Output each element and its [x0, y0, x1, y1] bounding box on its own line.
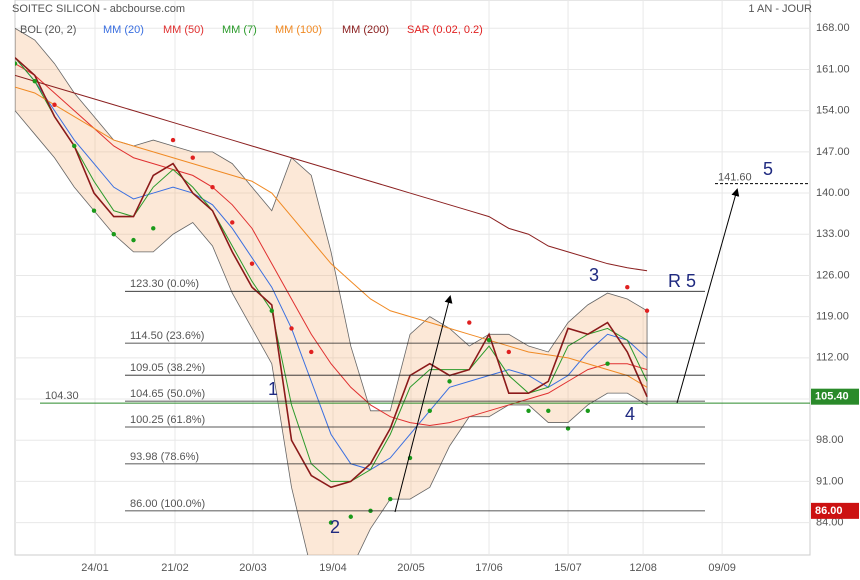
y-tick-label: 98.00	[816, 434, 844, 446]
sar-dot	[170, 137, 176, 143]
y-tick-label: 140.00	[816, 187, 850, 199]
sar-dot	[72, 143, 77, 149]
sar-dot	[605, 361, 610, 366]
sar-dot	[52, 102, 57, 107]
sar-dot	[15, 61, 18, 66]
y-tick-label: 168.00	[816, 22, 850, 34]
legend-entry: MM (20)	[103, 24, 144, 36]
last-price-label: 105.40	[815, 391, 849, 403]
legend-entry: SAR (0.02, 0.2)	[407, 24, 483, 36]
sar-dot	[447, 379, 452, 384]
x-tick-label: 21/02	[161, 562, 189, 574]
x-tick-label: 20/05	[397, 562, 425, 574]
sar-dot	[131, 237, 136, 243]
price-line	[15, 57, 648, 489]
y-tick-label: 112.00	[816, 352, 849, 364]
moving-average	[15, 74, 648, 272]
low-price-box	[811, 502, 859, 519]
y-tick-label: 161.00	[816, 63, 850, 75]
sar-dot	[111, 232, 116, 237]
y-tick-label: 147.00	[816, 146, 850, 158]
plot-area	[14, 0, 811, 556]
fib-label: 109.05 (38.2%)	[130, 362, 205, 374]
fib-label: 100.25 (61.8%)	[130, 414, 205, 426]
sar-dot	[289, 326, 294, 331]
sar-dot	[32, 79, 37, 84]
x-tick-label: 09/09	[708, 562, 736, 574]
sar-dot	[526, 408, 531, 414]
annotation: 3	[589, 265, 599, 285]
y-tick-label: 154.00	[816, 105, 850, 117]
sar-dot	[546, 408, 551, 414]
moving-average	[15, 86, 648, 388]
legend-entry: MM (100)	[275, 24, 322, 36]
moving-average	[15, 57, 648, 471]
annotation: 2	[330, 517, 340, 537]
legend-entry: MM (200)	[342, 24, 389, 36]
sar-dot	[190, 155, 195, 160]
target-label: 141.60	[718, 172, 752, 184]
low-price-label: 86.00	[815, 505, 843, 517]
sar-dot	[328, 520, 334, 525]
x-tick-label: 20/03	[239, 562, 267, 574]
sar-dot	[309, 349, 314, 355]
sar-dot	[348, 514, 353, 519]
sar-dot	[91, 208, 97, 213]
chart-title: SOITEC SILICON - abcbourse.com	[12, 3, 185, 15]
fib-label: 86.00 (100.0%)	[130, 498, 205, 510]
annotation: 1	[268, 379, 278, 399]
x-tick-label: 17/06	[475, 562, 503, 574]
x-tick-label: 12/08	[629, 562, 657, 574]
x-tick-label: 19/04	[319, 562, 347, 574]
annotation: 4	[625, 404, 635, 424]
support-label: 104.30	[45, 390, 79, 402]
sar-dot	[467, 320, 472, 325]
legend-entry: MM (50)	[163, 24, 204, 36]
moving-average	[15, 57, 648, 482]
last-price-box	[811, 388, 859, 405]
sar-dot	[625, 285, 630, 290]
arrow	[394, 295, 453, 513]
legend-entry: MM (7)	[222, 24, 257, 36]
sar-dot	[249, 261, 255, 266]
moving-average	[15, 63, 648, 427]
y-tick-label: 84.00	[816, 517, 844, 529]
y-tick-label: 133.00	[816, 228, 850, 240]
sar-dot	[210, 184, 215, 190]
sar-dot	[486, 337, 492, 343]
fib-label: 104.65 (50.0%)	[130, 388, 205, 400]
sar-dot	[388, 496, 393, 502]
arrow	[676, 188, 740, 404]
sar-dot	[427, 408, 432, 414]
period: 1 AN - JOUR	[748, 3, 812, 15]
x-tick-label: 24/01	[81, 562, 109, 574]
sar-dot	[506, 349, 511, 355]
fib-label: 114.50 (23.6%)	[130, 330, 204, 342]
annotation: R 5	[668, 271, 696, 291]
y-tick-label: 91.00	[816, 475, 844, 487]
fib-label: 123.30 (0.0%)	[130, 278, 199, 290]
sar-dot	[151, 226, 156, 231]
y-tick-label: 119.00	[816, 311, 849, 323]
sar-dot	[644, 308, 650, 313]
x-tick-label: 15/07	[554, 562, 582, 574]
annotation: 5	[763, 159, 773, 179]
sar-dot	[269, 308, 274, 313]
sar-dot	[230, 220, 235, 225]
legend-entry: BOL (20, 2)	[20, 24, 76, 36]
sar-dot	[585, 408, 590, 414]
fib-label: 93.98 (78.6%)	[130, 451, 199, 463]
y-tick-label: 126.00	[816, 269, 850, 281]
